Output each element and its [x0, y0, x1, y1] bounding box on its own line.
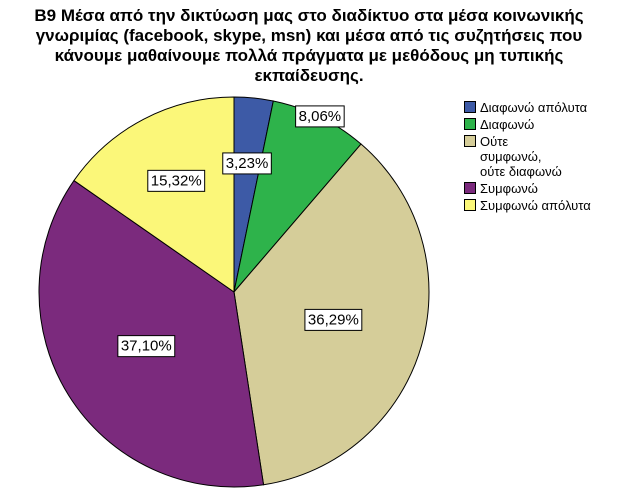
data-label-group: 37,10%	[117, 335, 176, 358]
data-label: 37,10%	[121, 338, 172, 355]
data-label: 15,32%	[151, 172, 202, 189]
legend-item: Ούτε συμφωνώ, ούτε διαφωνώ	[464, 134, 614, 179]
pie-slice	[38, 179, 265, 488]
legend-label: Ούτε συμφωνώ, ούτε διαφωνώ	[480, 134, 562, 179]
legend-item: Διαφωνώ	[464, 117, 614, 132]
legend-label: Συμφωνώ απόλυτα	[480, 198, 591, 213]
legend-item: Συμφωνώ απόλυτα	[464, 198, 614, 213]
legend-label: Συμφωνώ	[480, 181, 538, 196]
data-label-group: 8,06%	[295, 105, 345, 128]
data-label-box	[117, 335, 176, 358]
chart-title: B9 Μέσα από την δικτύωση μας στο διαδίκτ…	[34, 6, 584, 85]
data-label-group: 36,29%	[304, 308, 363, 331]
legend-swatch	[464, 101, 476, 113]
data-label: 8,06%	[299, 108, 342, 125]
data-label-box	[222, 152, 272, 175]
data-label: 36,29%	[308, 311, 359, 328]
legend: Διαφωνώ απόλυτα Διαφωνώ Ούτε συμφωνώ, ούτε…	[464, 100, 614, 215]
data-label-box	[147, 169, 206, 192]
legend-label: Διαφωνώ απόλυτα	[480, 100, 588, 115]
data-label-group: 3,23%	[222, 152, 272, 175]
pie-slice	[73, 96, 235, 293]
data-label-box	[304, 308, 363, 331]
legend-label: Διαφωνώ	[480, 117, 535, 132]
data-label-box	[295, 105, 345, 128]
legend-item: Συμφωνώ	[464, 181, 614, 196]
data-label-group: 15,32%	[147, 169, 206, 192]
data-label: 3,23%	[226, 155, 269, 172]
legend-swatch	[464, 118, 476, 130]
legend-swatch	[464, 135, 476, 147]
legend-item: Διαφωνώ απόλυτα	[464, 100, 614, 115]
legend-swatch	[464, 199, 476, 211]
legend-swatch	[464, 182, 476, 194]
